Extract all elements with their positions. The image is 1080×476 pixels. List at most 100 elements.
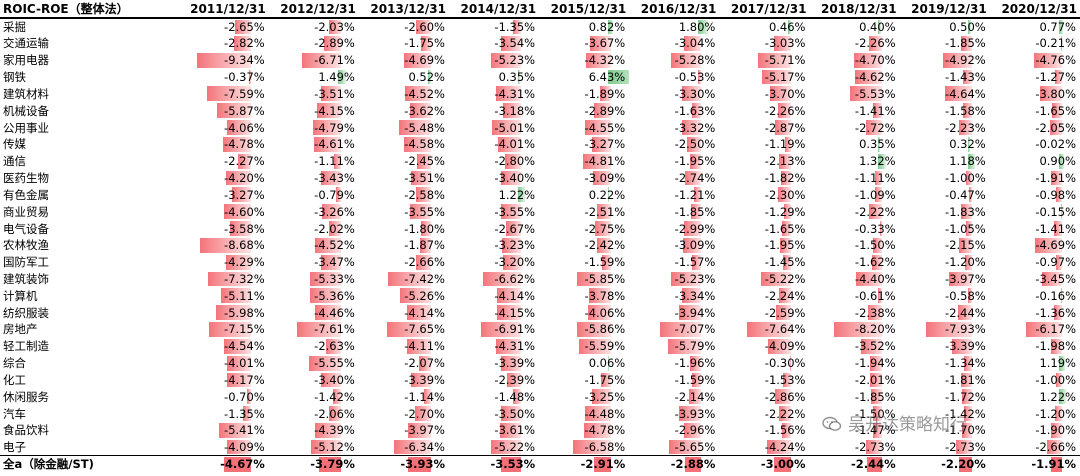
value-text: -1.95% bbox=[674, 154, 716, 169]
negative-data-bar bbox=[332, 389, 341, 405]
value-cell: -2.86% bbox=[719, 388, 809, 405]
value-text: -4.06% bbox=[224, 120, 265, 135]
value-text: -3.80% bbox=[1035, 86, 1076, 101]
value-cell: -3.03% bbox=[719, 35, 809, 52]
value-cell: -1.82% bbox=[719, 170, 809, 187]
negative-data-bar bbox=[678, 305, 702, 321]
value-text: -2.63% bbox=[314, 339, 355, 354]
value-cell: -1.21% bbox=[629, 186, 719, 203]
negative-data-bar bbox=[500, 457, 522, 472]
value-cell: -2.99% bbox=[629, 220, 719, 237]
industry-name: 建筑装饰 bbox=[3, 272, 49, 286]
negative-data-bar bbox=[497, 288, 522, 304]
value-cell: -2.88% bbox=[629, 455, 720, 473]
value-cell: 0.06% bbox=[539, 355, 629, 372]
value-text: -4.60% bbox=[224, 204, 265, 219]
negative-data-bar bbox=[780, 170, 792, 186]
negative-data-bar bbox=[328, 406, 341, 422]
table-row: 有色金属 -3.27% -0.79% -2.58% 1.22% 0.22% -1.21% -2… bbox=[0, 186, 1080, 203]
value-text: -3.09% bbox=[584, 171, 626, 186]
negative-data-bar bbox=[1061, 288, 1062, 304]
negative-data-bar bbox=[958, 120, 972, 135]
negative-data-bar bbox=[216, 305, 251, 321]
value-cell: -1.20% bbox=[900, 254, 990, 271]
value-cell: -0.21% bbox=[990, 35, 1080, 52]
negative-data-bar bbox=[227, 120, 251, 135]
negative-data-bar bbox=[505, 221, 522, 236]
value-text: -4.14% bbox=[404, 305, 445, 320]
value-text: -4.17% bbox=[224, 372, 265, 387]
total-row: 全a（除金融/ST) -4.67% -3.79% -3.93% -3.53% -2.91%… bbox=[0, 455, 1080, 473]
value-cell: -4.54% bbox=[179, 338, 269, 355]
negative-data-bar bbox=[513, 20, 522, 34]
value-text: -4.76% bbox=[1035, 53, 1076, 68]
value-cell: -1.90% bbox=[990, 422, 1080, 439]
negative-data-bar bbox=[868, 36, 882, 51]
value-text: -3.32% bbox=[674, 120, 716, 135]
value-cell: -0.16% bbox=[990, 287, 1080, 304]
negative-data-bar bbox=[399, 120, 431, 135]
value-cell: -0.33% bbox=[809, 220, 899, 237]
negative-data-bar bbox=[692, 372, 702, 388]
value-text: -6.62% bbox=[494, 272, 536, 286]
value-cell: -2.67% bbox=[449, 220, 539, 237]
value-text: -5.53% bbox=[854, 86, 896, 101]
value-text: -4.55% bbox=[584, 120, 626, 135]
negative-data-bar bbox=[784, 204, 792, 220]
value-text: -5.22% bbox=[764, 272, 806, 286]
value-text: -2.80% bbox=[494, 154, 536, 169]
value-text: -3.26% bbox=[314, 204, 355, 219]
value-cell: -0.02% bbox=[990, 136, 1080, 153]
value-text: -1.14% bbox=[404, 389, 445, 404]
value-cell: -7.15% bbox=[179, 321, 269, 338]
industry-name: 休闲服务 bbox=[3, 389, 49, 404]
table-row: 综合 -4.01% -5.55% -2.07% -3.39% 0.06% -1.96% -0.… bbox=[0, 355, 1080, 372]
value-text: -0.33% bbox=[854, 221, 896, 236]
value-text: -1.85% bbox=[945, 36, 986, 51]
value-cell: -2.03% bbox=[269, 18, 359, 35]
negative-data-bar bbox=[318, 457, 341, 472]
watermark-text: 吴开达策略知行 bbox=[848, 415, 967, 435]
value-cell: -2.26% bbox=[809, 35, 899, 52]
value-cell: -1.35% bbox=[179, 405, 269, 422]
value-text: -5.86% bbox=[584, 322, 626, 337]
value-cell: -3.79% bbox=[268, 455, 359, 473]
value-text: -1.89% bbox=[584, 86, 626, 101]
value-text: -5.11% bbox=[224, 288, 265, 303]
negative-data-bar bbox=[325, 338, 341, 354]
value-text: -1.59% bbox=[584, 255, 626, 270]
value-cell: -4.55% bbox=[539, 119, 629, 136]
value-text: -5.36% bbox=[314, 288, 355, 303]
table-row: 农林牧渔 -8.68% -4.52% -1.87% -3.23% -2.42% -3.09%… bbox=[0, 237, 1080, 254]
value-text: -3.25% bbox=[584, 389, 626, 404]
negative-data-bar bbox=[578, 338, 612, 354]
negative-data-bar bbox=[594, 457, 612, 472]
table-row: 机械设备 -5.87% -4.15% -3.62% -3.18% -2.89% -1.63%… bbox=[0, 102, 1080, 119]
value-text: -1.58% bbox=[945, 103, 986, 118]
table-row: 汽车 -1.35% -2.06% -2.70% -3.50% -4.48% -3.93% -2… bbox=[0, 405, 1080, 422]
year-header: 2016/12/31 bbox=[629, 0, 720, 19]
value-text: -5.26% bbox=[404, 288, 445, 303]
value-cell: -1.75% bbox=[539, 372, 629, 389]
value-text: -4.69% bbox=[1035, 238, 1076, 253]
negative-data-bar bbox=[944, 86, 972, 102]
negative-data-bar bbox=[770, 86, 792, 102]
value-text: -4.81% bbox=[584, 154, 626, 169]
value-text: -1.21% bbox=[674, 187, 716, 202]
industry-name: 电气设备 bbox=[3, 221, 49, 236]
value-text: -1.19% bbox=[764, 137, 806, 152]
negative-data-bar bbox=[684, 423, 702, 438]
negative-data-bar bbox=[682, 120, 702, 135]
negative-data-bar bbox=[698, 69, 702, 85]
negative-data-bar bbox=[315, 423, 341, 438]
value-text: -3.53% bbox=[490, 457, 536, 472]
value-cell: -4.67% bbox=[178, 455, 269, 473]
value-text: 1.80% bbox=[678, 20, 716, 34]
negative-data-bar bbox=[418, 355, 431, 371]
value-cell: -1.94% bbox=[809, 355, 899, 372]
negative-data-bar bbox=[869, 372, 882, 388]
positive-data-bar bbox=[517, 187, 525, 203]
negative-data-bar bbox=[961, 372, 972, 388]
negative-data-bar bbox=[583, 153, 612, 169]
negative-data-bar bbox=[879, 221, 882, 236]
